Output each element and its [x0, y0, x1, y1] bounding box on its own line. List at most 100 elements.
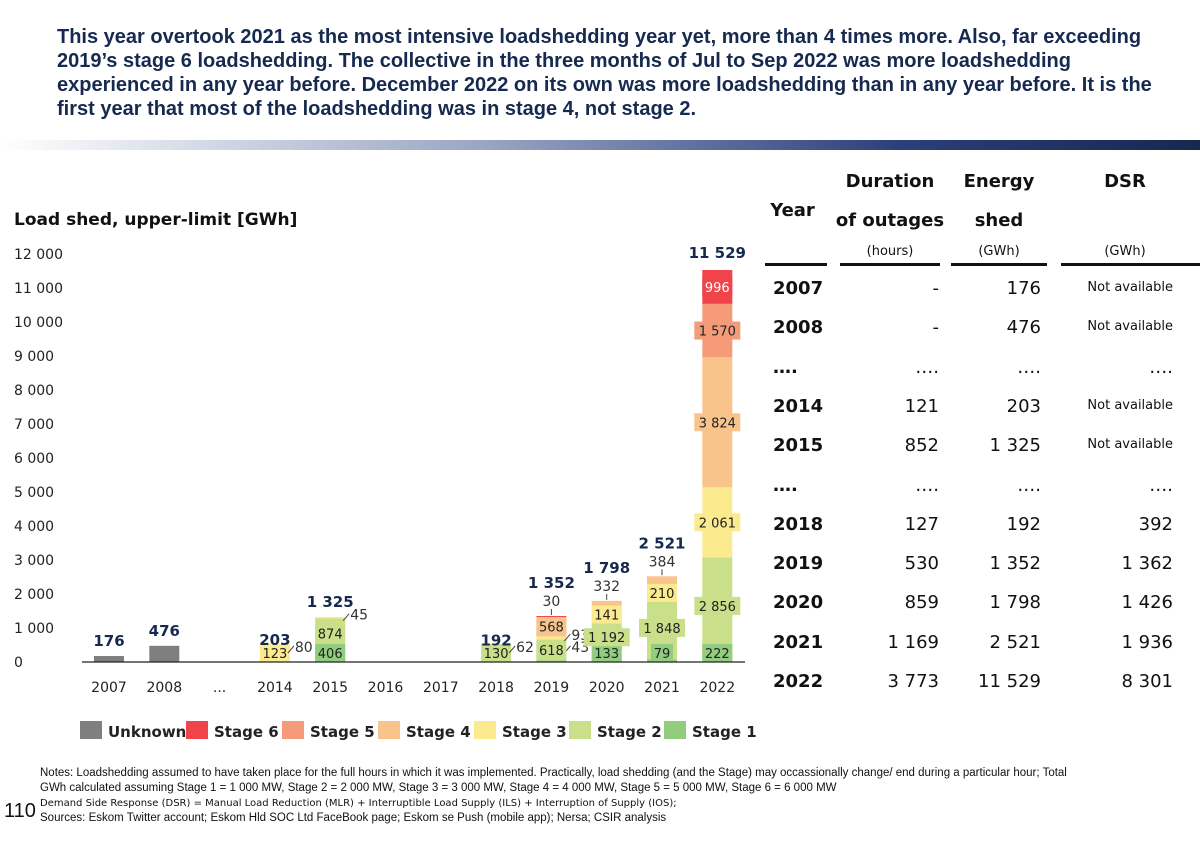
segment-label: 384 — [649, 554, 676, 570]
segment-label: 332 — [593, 579, 620, 595]
legend-swatch — [186, 721, 208, 739]
segment-label: 996 — [705, 281, 730, 296]
segment-label-bg — [694, 413, 741, 432]
y-tick-label: 1 000 — [14, 621, 54, 637]
table-cell-duration: 3 773 — [887, 671, 939, 692]
table-cell-duration: 121 — [904, 395, 939, 417]
load-shed-chart: Load shed, upper-limit [GWh] 0 1 000 2 000… — [14, 210, 757, 741]
table-cell-energy: 203 — [1006, 395, 1041, 417]
segment-leader — [564, 633, 571, 642]
table-cell-energy: 11 529 — [978, 671, 1041, 692]
table-cell-duration: 852 — [904, 435, 939, 457]
bar-total-label: 11 529 — [689, 244, 746, 262]
bar-total-label: 1 798 — [583, 559, 630, 577]
x-tick-label: 2018 — [478, 680, 514, 696]
loadshedding-table: Year Duration of outages Energy shed DSR… — [765, 162, 1200, 702]
header-underline — [765, 263, 827, 266]
segment-label-bg — [591, 605, 622, 624]
legend-swatch — [378, 721, 400, 739]
legend-label: Stage 1 — [692, 723, 757, 741]
legend-label: Stage 3 — [502, 723, 567, 741]
table-cell-energy: 476 — [1006, 317, 1041, 339]
x-tick-label: 2017 — [423, 680, 459, 696]
bar-segment — [536, 636, 567, 640]
x-tick-label: 2014 — [257, 680, 293, 696]
y-tick-label: 9 000 — [14, 349, 54, 365]
segment-label: 406 — [318, 647, 343, 662]
x-tick-label: 2016 — [368, 680, 404, 696]
legend-label: Stage 2 — [597, 723, 662, 741]
page-number: 110 — [4, 800, 36, 822]
x-tick-label: 2020 — [589, 680, 625, 696]
legend-label: Stage 4 — [406, 723, 471, 741]
segment-leader — [342, 613, 350, 622]
header-duration-1: Duration — [845, 171, 935, 192]
segment-label: 62 — [516, 640, 534, 656]
segment-label: 874 — [318, 627, 343, 642]
segment-label: 1 192 — [588, 631, 625, 646]
table-cell-dsr: 1 936 — [1121, 631, 1173, 653]
y-tick-label: 12 000 — [14, 247, 63, 263]
segment-label-bg — [694, 321, 741, 340]
legend-swatch — [282, 721, 304, 739]
headline: This year overtook 2021 as the most inte… — [57, 26, 1152, 120]
header-underline — [1061, 263, 1200, 266]
x-tick-label: 2022 — [699, 680, 735, 696]
table-cell-dsr: …. — [1149, 356, 1173, 378]
bar-segment — [94, 656, 124, 662]
legend-label: Stage 5 — [310, 723, 375, 741]
header-energy-2: shed — [974, 210, 1024, 231]
table-cell-year: 2014 — [773, 395, 824, 417]
legend-swatch — [664, 721, 686, 739]
bar-segment — [536, 616, 567, 618]
x-tick-label: 2015 — [312, 680, 348, 696]
table-cell-year: 2022 — [773, 671, 824, 692]
segment-label: 79 — [654, 647, 671, 662]
unit-duration: (hours) — [866, 244, 914, 259]
y-tick-label: 8 000 — [14, 383, 54, 399]
legend-swatch — [474, 721, 496, 739]
notes: Notes: Loadshedding assumed to have take… — [40, 766, 1070, 826]
table-cell-year: 2021 — [773, 631, 824, 653]
bar-segment — [315, 616, 346, 619]
segment-label: 123 — [262, 647, 287, 662]
table-cell-energy: …. — [1017, 356, 1041, 378]
segment-label-bg — [536, 617, 567, 636]
header-energy-1: Energy — [963, 171, 1035, 192]
bar-total-label: 1 352 — [528, 574, 575, 592]
segment-label-bg — [647, 583, 677, 602]
segment-label: 568 — [539, 621, 564, 636]
segment-label-bg — [481, 644, 512, 662]
segment-label: 618 — [539, 644, 564, 659]
table-cell-dsr: 392 — [1138, 513, 1173, 535]
bar-total-label: 1 325 — [307, 593, 354, 611]
chart-y-label: Load shed, upper-limit [GWh] — [14, 210, 297, 230]
table-cell-dsr: …. — [1149, 474, 1173, 496]
table-cell-dsr: 1 362 — [1121, 553, 1173, 575]
bar-total-label: 2 521 — [639, 534, 686, 552]
table-cell-duration: 127 — [904, 513, 939, 535]
segment-label: 1 570 — [699, 325, 736, 340]
table-cell-energy: 192 — [1006, 513, 1041, 535]
y-tick-label: 10 000 — [14, 315, 63, 331]
segment-label-bg — [702, 277, 733, 296]
bar-segment — [536, 660, 567, 662]
table-cell-year: 2020 — [773, 592, 824, 614]
table-cell-year: 2018 — [773, 513, 824, 535]
segment-label-bg — [694, 513, 741, 532]
y-tick-label: 5 000 — [14, 485, 54, 501]
header-rule — [0, 140, 1200, 150]
bar-total-label: 203 — [259, 631, 290, 649]
segment-label: 30 — [542, 594, 560, 610]
segment-label-bg — [639, 618, 685, 637]
segment-label: 2 856 — [699, 600, 736, 615]
y-tick-label: 4 000 — [14, 519, 54, 535]
header-duration-2: of outages — [835, 210, 945, 231]
table-cell-energy: …. — [1017, 474, 1041, 496]
unit-dsr: (GWh) — [1104, 244, 1146, 259]
segment-label: 130 — [484, 647, 509, 662]
segment-label-bg — [315, 644, 346, 662]
table-cell-energy: 176 — [1006, 278, 1041, 299]
header-underline — [951, 263, 1047, 266]
y-tick-label: 2 000 — [14, 587, 54, 603]
